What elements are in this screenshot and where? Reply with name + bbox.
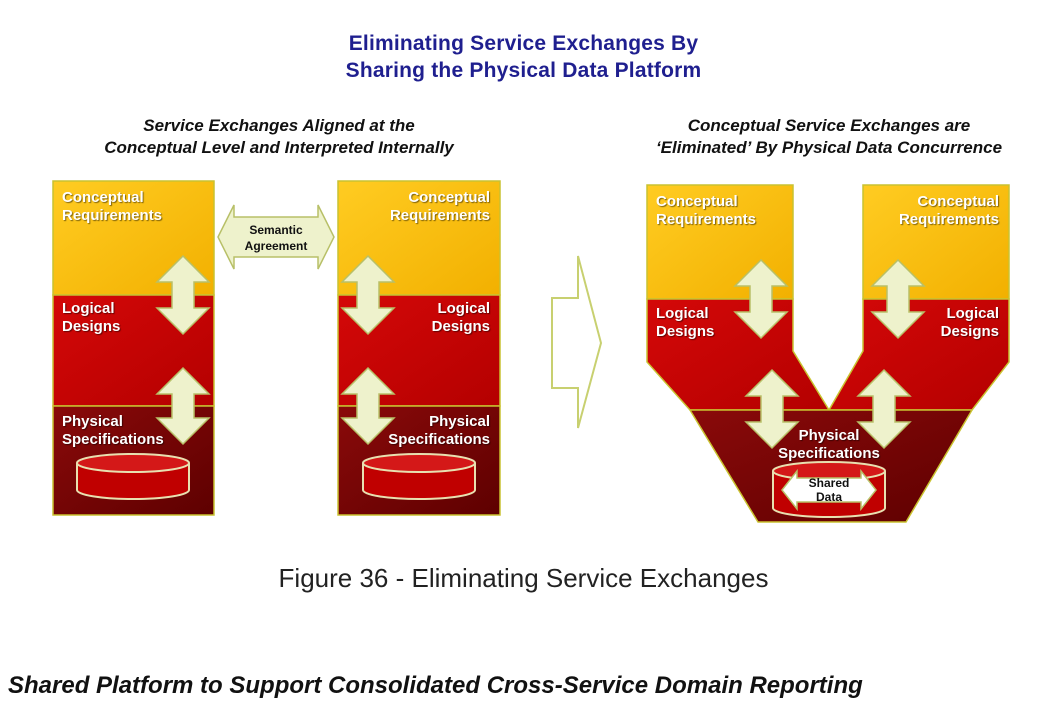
transition-arrow xyxy=(551,255,603,429)
right-stack-upper-double-arrow xyxy=(340,254,396,336)
semantic-agreement-label: Semantic Agreement xyxy=(244,223,308,253)
v-right-conceptual-label: Conceptual Requirements xyxy=(898,193,999,228)
semantic-agreement-arrow xyxy=(217,204,335,270)
v-left-conceptual-label: Conceptual Requirements xyxy=(656,193,757,228)
v-left-logical-label: Logical Designs xyxy=(656,305,715,340)
right-stack-physical-label: Physical Specifications xyxy=(388,413,490,448)
right-stack-database-icon xyxy=(362,453,476,500)
main-title-line1: Eliminating Service Exchanges By xyxy=(348,32,699,55)
left-subtitle-line2: Conceptual Level and Interpreted Interna… xyxy=(104,138,454,157)
right-panel-subtitle: Conceptual Service Exchanges are ‘Elimin… xyxy=(600,115,1047,159)
left-stack-database-icon xyxy=(76,453,190,500)
left-stack-upper-double-arrow xyxy=(155,254,211,336)
right-stack-lower-double-arrow xyxy=(340,366,396,446)
section-heading: Shared Platform to Support Consolidated … xyxy=(8,672,863,699)
left-subtitle-line1: Service Exchanges Aligned at the xyxy=(143,116,415,135)
right-stack-conceptual-label: Conceptual Requirements xyxy=(389,189,490,224)
v-diagram xyxy=(646,184,1010,523)
main-title: Eliminating Service Exchanges By Sharing… xyxy=(0,30,1047,84)
left-stack-logical-label: Logical Designs xyxy=(62,300,121,335)
right-stack xyxy=(337,180,501,516)
v-left-lower-double-arrow xyxy=(744,368,800,450)
left-stack xyxy=(52,180,215,516)
main-title-line2: Sharing the Physical Data Platform xyxy=(345,59,702,82)
left-panel-subtitle: Service Exchanges Aligned at the Concept… xyxy=(40,115,518,159)
v-physical-label: Physical Specifications xyxy=(778,427,880,462)
left-stack-conceptual-label: Conceptual Requirements xyxy=(62,189,163,224)
left-stack-lower-double-arrow xyxy=(155,366,211,446)
right-subtitle-line2: ‘Eliminated’ By Physical Data Concurrenc… xyxy=(655,138,1003,157)
v-left-upper-double-arrow xyxy=(733,258,789,340)
right-stack-logical-label: Logical Designs xyxy=(431,300,490,335)
v-right-upper-double-arrow xyxy=(870,258,926,340)
figure-caption: Figure 36 - Eliminating Service Exchange… xyxy=(278,563,769,593)
v-right-logical-label: Logical Designs xyxy=(940,305,999,340)
v-right-lower-double-arrow xyxy=(856,368,912,450)
shared-data-arrow xyxy=(781,468,877,512)
left-stack-physical-label: Physical Specifications xyxy=(62,413,164,448)
shared-data-label: Shared Data xyxy=(808,476,850,504)
right-subtitle-line1: Conceptual Service Exchanges are xyxy=(687,116,971,135)
